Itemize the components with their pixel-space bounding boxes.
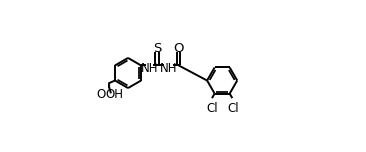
Text: Cl: Cl [227, 102, 239, 115]
Text: NH: NH [160, 62, 178, 75]
Text: S: S [153, 42, 161, 55]
Text: O: O [96, 88, 105, 101]
Text: NH: NH [141, 62, 158, 75]
Text: OH: OH [106, 88, 124, 101]
Text: Cl: Cl [206, 102, 218, 115]
Text: O: O [173, 42, 184, 55]
